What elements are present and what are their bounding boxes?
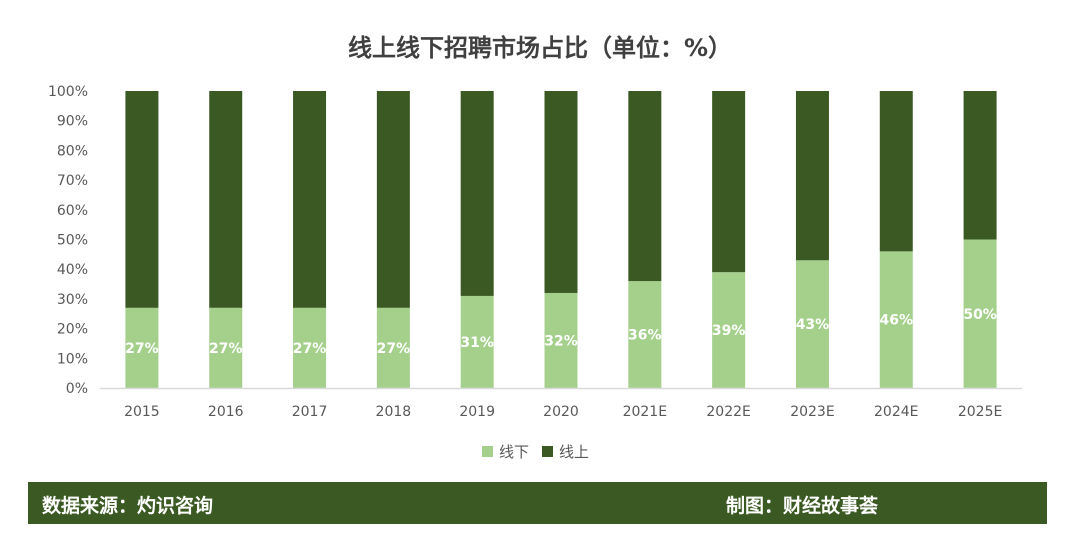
y-tick-label: 40%: [57, 262, 88, 278]
bar-offline: [376, 307, 410, 388]
data-label: 32%: [544, 333, 578, 349]
bar-offline: [963, 239, 997, 388]
bar-offline: [712, 272, 746, 388]
bar-offline: [293, 307, 327, 388]
data-label: 46%: [880, 313, 914, 329]
bar-online: [544, 91, 578, 293]
x-tick-label: 2019: [459, 404, 495, 420]
x-tick-label: 2018: [376, 404, 412, 420]
y-tick-label: 10%: [57, 351, 88, 367]
data-label: 36%: [628, 328, 662, 344]
x-tick-label: 2021E: [623, 404, 667, 420]
data-label: 27%: [209, 341, 243, 357]
y-tick-label: 70%: [57, 173, 88, 189]
bar-offline: [795, 260, 829, 388]
y-tick-label: 60%: [57, 203, 88, 219]
bar-online: [712, 91, 746, 273]
bar-online: [628, 91, 662, 282]
legend-swatch: [482, 446, 493, 457]
data-label: 27%: [125, 341, 159, 357]
data-label: 39%: [712, 323, 746, 339]
x-tick-label: 2023E: [790, 404, 834, 420]
bar-offline: [879, 251, 913, 388]
bar-offline: [628, 281, 662, 388]
bar-offline: [209, 307, 243, 388]
y-tick-label: 100%: [48, 84, 88, 100]
y-tick-label: 90%: [57, 114, 88, 130]
data-label: 43%: [796, 317, 830, 333]
source-text: 数据来源：灼识咨询: [42, 495, 214, 517]
data-label: 31%: [460, 335, 494, 351]
bar-online: [376, 91, 410, 308]
bar-online: [460, 91, 494, 296]
legend-swatch: [542, 446, 553, 457]
chart-title: 线上线下招聘市场占比（单位：%）: [347, 34, 733, 62]
y-tick-label: 0%: [66, 381, 88, 397]
y-tick-label: 80%: [57, 143, 88, 159]
data-label: 27%: [293, 341, 327, 357]
bar-online: [795, 91, 829, 261]
bar-online: [125, 91, 159, 308]
bar-online: [293, 91, 327, 308]
x-tick-label: 2020: [543, 404, 579, 420]
x-tick-label: 2024E: [874, 404, 918, 420]
data-label: 50%: [963, 307, 997, 323]
x-tick-label: 2015: [124, 404, 160, 420]
data-label: 27%: [377, 341, 411, 357]
y-tick-label: 50%: [57, 233, 88, 249]
bar-offline: [125, 307, 159, 388]
legend-label: 线上: [559, 443, 589, 461]
y-tick-label: 20%: [57, 322, 88, 338]
x-tick-label: 2016: [208, 404, 244, 420]
credit-text: 制图：财经故事荟: [726, 495, 879, 517]
x-tick-label: 2025E: [958, 404, 1002, 420]
y-tick-label: 30%: [57, 292, 88, 308]
x-tick-label: 2022E: [706, 404, 750, 420]
legend-label: 线下: [499, 443, 529, 461]
bar-online: [963, 91, 997, 240]
bar-online: [879, 91, 913, 252]
bar-offline: [544, 292, 578, 388]
bar-offline: [460, 295, 494, 388]
x-tick-label: 2017: [292, 404, 328, 420]
footer-bar: 数据来源：灼识咨询 制图：财经故事荟: [28, 482, 1047, 524]
bar-online: [209, 91, 243, 308]
